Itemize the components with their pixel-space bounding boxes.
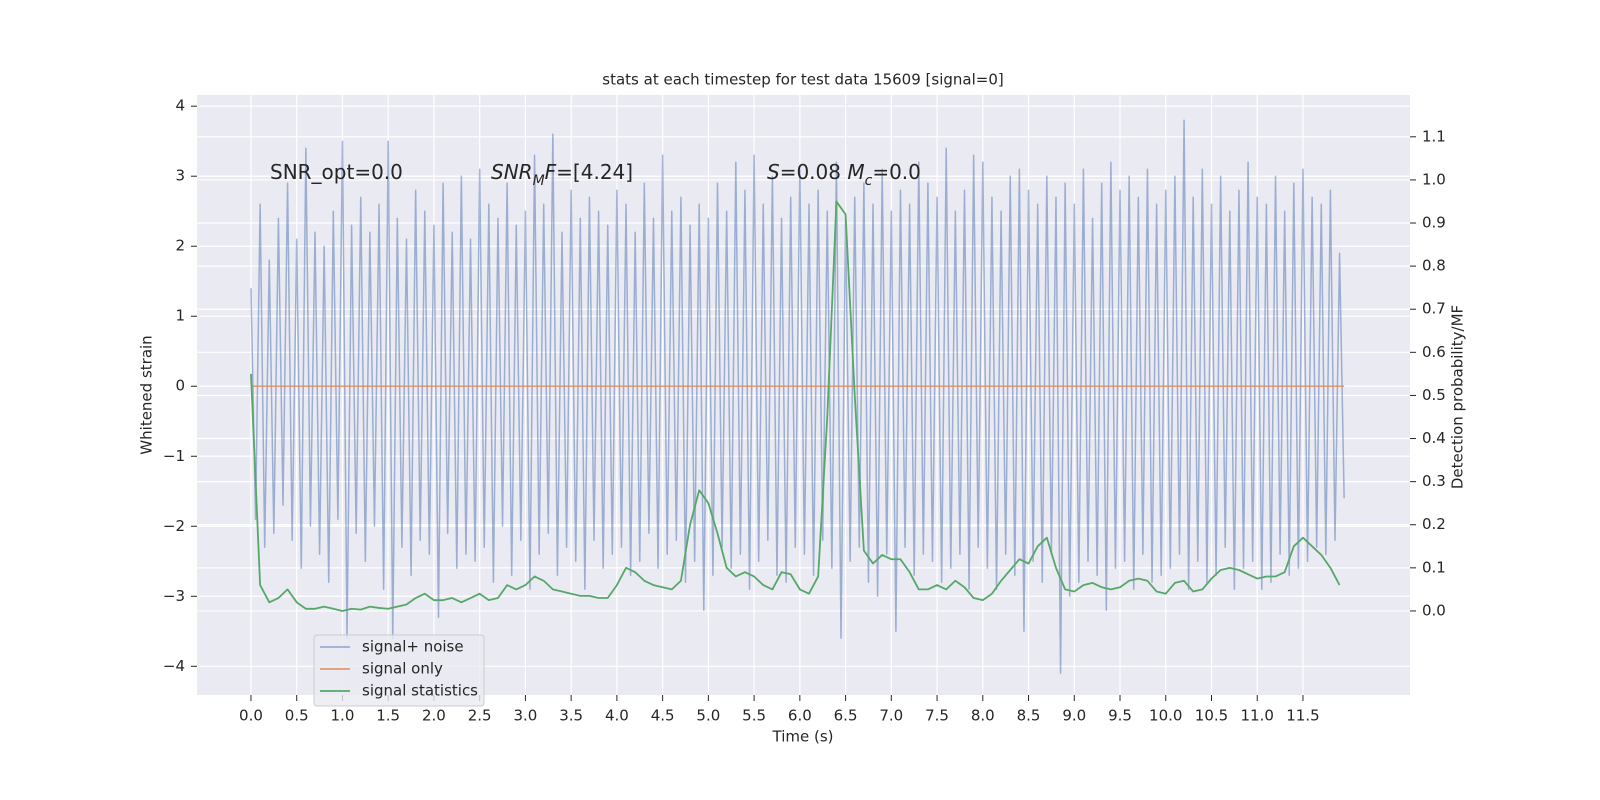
x-tick-label: 4.5 xyxy=(651,707,675,725)
legend-label: signal statistics xyxy=(362,682,478,700)
y-tick-label: 4 xyxy=(175,97,185,115)
x-tick-label: 8.0 xyxy=(971,707,995,725)
y2-tick-label: 0.8 xyxy=(1422,257,1446,275)
y-tick-label: 0 xyxy=(175,377,185,395)
legend-box xyxy=(313,634,485,707)
x-tick-label: 0.0 xyxy=(239,707,263,725)
annotation-part: =0.08 xyxy=(780,160,848,184)
x-tick-label: 2.5 xyxy=(468,707,492,725)
x-tick-label: 8.5 xyxy=(1017,707,1041,725)
x-tick-label: 10.0 xyxy=(1149,707,1182,725)
annotation-part: F xyxy=(545,160,557,184)
x-tick-label: 7.0 xyxy=(879,707,903,725)
series-line xyxy=(250,119,1345,675)
x-tick-label: 10.5 xyxy=(1195,707,1228,725)
legend-label: signal only xyxy=(362,660,443,678)
x-tick-label: 9.0 xyxy=(1062,707,1086,725)
x-tick-label: 2.0 xyxy=(422,707,446,725)
y2-tick-label: 0.6 xyxy=(1422,343,1446,361)
x-tick-label: 0.5 xyxy=(285,707,309,725)
x-tick-label: 11.0 xyxy=(1241,707,1274,725)
x-tick-label: 1.0 xyxy=(331,707,355,725)
y2-tick-label: 0.1 xyxy=(1422,558,1446,576)
x-tick-label: 1.5 xyxy=(376,707,400,725)
y2-tick-label: 0.9 xyxy=(1422,214,1446,232)
y2-axis-label: Detection probability/MF xyxy=(1449,305,1467,489)
annotation-part: SNR_opt=0.0 xyxy=(270,160,403,184)
x-tick-label: 4.0 xyxy=(605,707,629,725)
series-line xyxy=(250,200,1341,612)
annotation-part: M xyxy=(847,160,864,184)
y-tick-label: 1 xyxy=(175,307,185,325)
chart-title: stats at each timestep for test data 156… xyxy=(602,71,1003,89)
y2-tick-label: 0.4 xyxy=(1422,429,1446,447)
x-tick-label: 6.0 xyxy=(788,707,812,725)
y2-tick-label: 1.0 xyxy=(1422,170,1446,188)
y-tick-label: 2 xyxy=(175,237,185,255)
x-axis-label: Time (s) xyxy=(772,728,834,746)
x-tick-label: 3.5 xyxy=(559,707,583,725)
x-tick-label: 3.0 xyxy=(513,707,537,725)
annotation-part: S xyxy=(767,160,780,184)
annotation-part: SNR xyxy=(491,160,533,184)
annotation-part: =[4.24] xyxy=(556,160,633,184)
y-axis-label: Whitened strain xyxy=(138,335,156,454)
y2-tick-label: 0.2 xyxy=(1422,515,1446,533)
y-tick-label: −1 xyxy=(163,447,185,465)
x-tick-label: 5.5 xyxy=(742,707,766,725)
x-tick-label: 5.0 xyxy=(696,707,720,725)
x-tick-label: 11.5 xyxy=(1286,707,1319,725)
annotation-part: M xyxy=(533,173,545,189)
annotation: SNRMF=[4.24] xyxy=(491,160,633,190)
annotation-part: c xyxy=(865,173,873,189)
x-tick-label: 9.5 xyxy=(1108,707,1132,725)
y-tick-label: −4 xyxy=(163,657,185,675)
y2-tick-label: 1.1 xyxy=(1422,127,1446,145)
y2-tick-label: 0.7 xyxy=(1422,300,1446,318)
y2-tick-label: 0.0 xyxy=(1422,601,1446,619)
y-tick-label: −3 xyxy=(163,587,185,605)
annotation: S=0.08 Mc=0.0 xyxy=(767,160,921,190)
y-tick-label: −2 xyxy=(163,517,185,535)
y2-tick-label: 0.5 xyxy=(1422,386,1446,404)
y-tick-label: 3 xyxy=(175,167,185,185)
x-tick-label: 6.5 xyxy=(834,707,858,725)
legend-label: signal+ noise xyxy=(362,638,464,656)
annotation-part: =0.0 xyxy=(872,160,921,184)
y2-tick-label: 0.3 xyxy=(1422,472,1446,490)
x-tick-label: 7.5 xyxy=(925,707,949,725)
annotation: SNR_opt=0.0 xyxy=(270,160,403,184)
